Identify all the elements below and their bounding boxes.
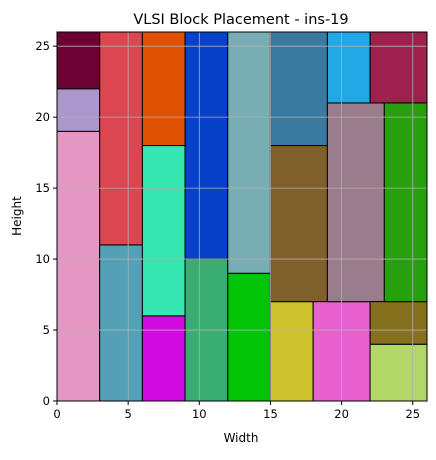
x-tick-label: 5 xyxy=(124,407,131,421)
x-tick-label: 20 xyxy=(334,407,349,421)
block-6 xyxy=(141,315,186,402)
x-tick-label: 25 xyxy=(405,407,420,421)
block-18 xyxy=(326,31,371,104)
y-tick-label: 15 xyxy=(35,181,50,195)
block-3 xyxy=(56,31,101,90)
block-7 xyxy=(141,145,186,317)
block-19 xyxy=(369,343,428,402)
block-22 xyxy=(383,102,428,303)
y-tick-label: 20 xyxy=(35,110,50,124)
block-17 xyxy=(326,102,385,303)
block-12 xyxy=(227,31,271,274)
x-tick-label: 10 xyxy=(192,407,207,421)
grid-layer xyxy=(56,32,427,402)
block-5 xyxy=(99,31,143,246)
blocks-layer xyxy=(56,31,428,402)
axes-layer: 0 5 10 15 20 25 0 5 10 15 20 25 xyxy=(35,31,428,421)
chart-title: VLSI Block Placement - ins-19 xyxy=(133,12,348,28)
block-10 xyxy=(184,31,229,260)
y-tick-label: 10 xyxy=(35,252,50,266)
y-axis-label: Height xyxy=(10,196,24,236)
y-tick-label: 5 xyxy=(43,323,50,337)
block-21 xyxy=(369,31,428,104)
y-tick-label: 25 xyxy=(35,39,50,53)
block-14 xyxy=(269,145,328,303)
block-1 xyxy=(56,130,101,402)
plot-frame xyxy=(56,31,428,402)
x-tick-label: 15 xyxy=(263,407,278,421)
y-tick-label: 0 xyxy=(43,394,50,408)
block-15 xyxy=(269,31,328,147)
x-axis-label: Width xyxy=(224,431,259,445)
block-11 xyxy=(227,272,271,402)
block-8 xyxy=(141,31,186,147)
block-20 xyxy=(369,301,428,345)
x-tick-label: 0 xyxy=(53,407,60,421)
block-13 xyxy=(269,301,314,402)
block-2 xyxy=(56,88,101,132)
block-4 xyxy=(99,244,143,402)
